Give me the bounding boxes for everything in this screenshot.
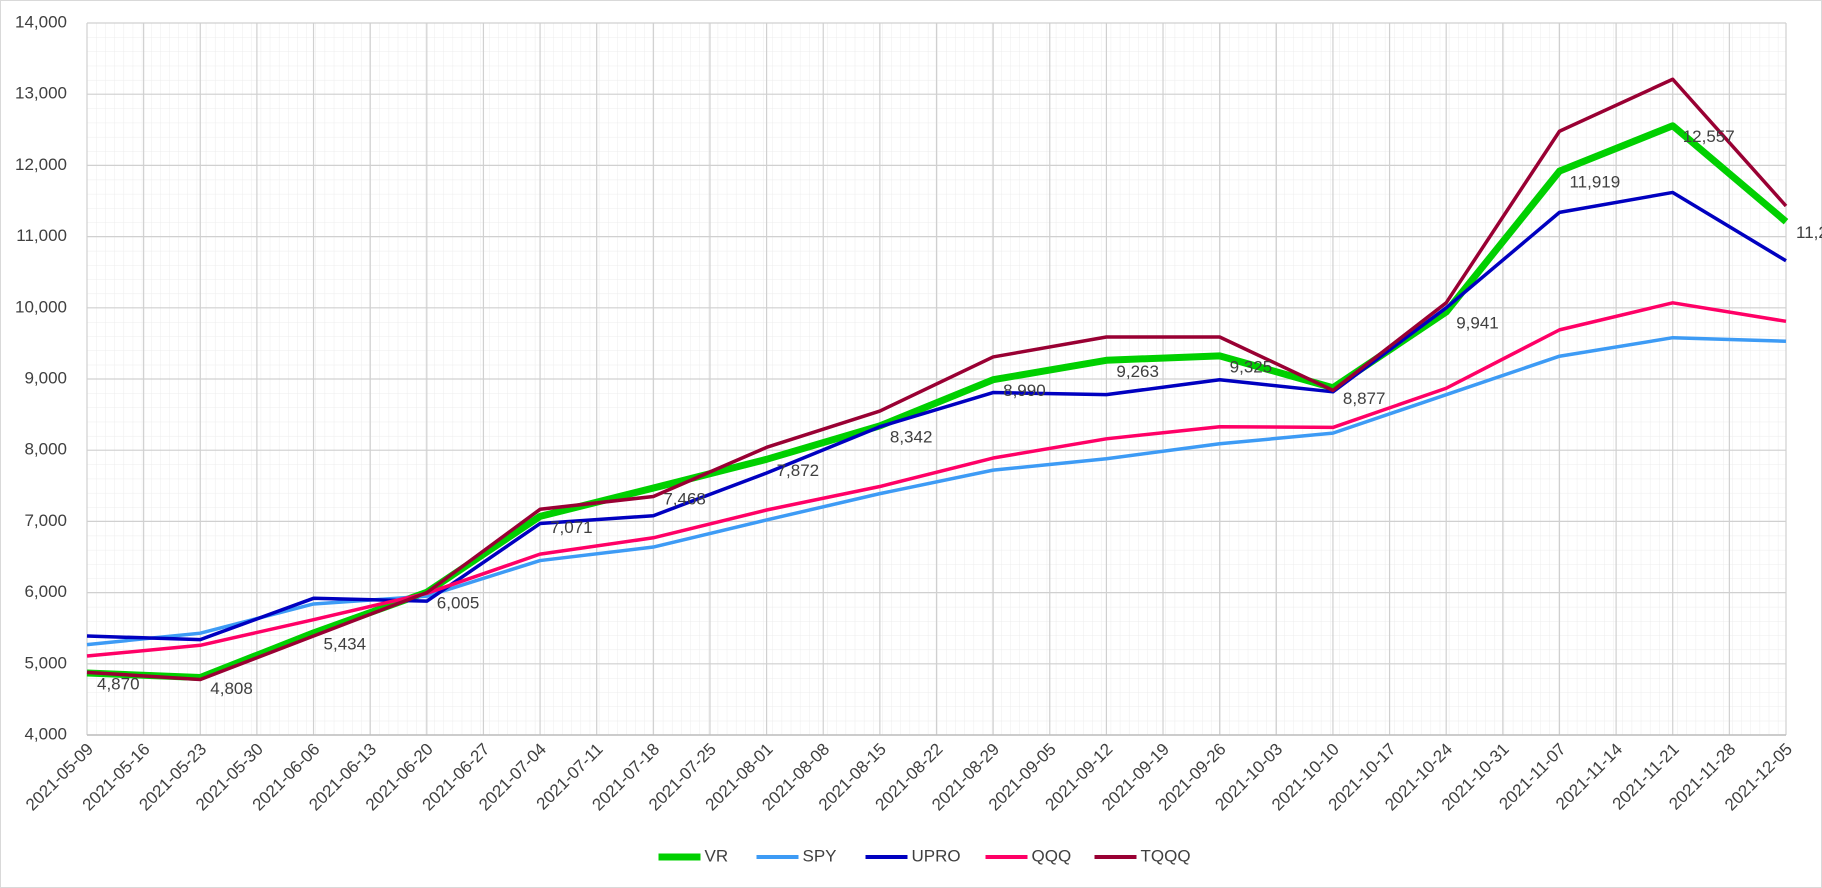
y-tick-label: 12,000	[15, 155, 67, 174]
data-label: 4,808	[210, 679, 253, 698]
legend-label: QQQ	[1032, 846, 1072, 865]
series-line	[86, 190, 1787, 642]
legend-label: UPRO	[912, 846, 961, 865]
y-tick-label: 8,000	[24, 440, 67, 459]
legend-label: VR	[705, 846, 729, 865]
y-tick-label: 10,000	[15, 297, 67, 316]
series-line	[86, 77, 1788, 682]
data-label: 11,210	[1796, 223, 1822, 242]
y-tick-label: 13,000	[15, 84, 67, 103]
y-tick-label: 7,000	[24, 511, 67, 530]
data-label: 4,870	[97, 675, 140, 694]
y-tick-label: 9,000	[24, 368, 67, 387]
data-label: 9,325	[1230, 357, 1273, 376]
legend-label: SPY	[803, 846, 837, 865]
y-tick-label: 5,000	[24, 653, 67, 672]
data-label: 6,005	[437, 594, 480, 613]
y-tick-label: 11,000	[16, 226, 67, 245]
data-label: 5,434	[324, 634, 367, 653]
y-tick-label: 6,000	[24, 582, 67, 601]
series-line	[86, 301, 1787, 658]
data-label: 9,941	[1456, 313, 1499, 332]
y-tick-label: 4,000	[24, 724, 67, 743]
data-label: 7,468	[663, 490, 706, 509]
data-label: 8,877	[1343, 389, 1386, 408]
y-tick-label: 14,000	[15, 12, 67, 31]
data-label: 7,872	[777, 461, 820, 480]
data-label: 11,919	[1569, 173, 1620, 192]
data-label: 12,557	[1683, 127, 1735, 146]
data-label: 9,263	[1116, 362, 1159, 381]
legend-label: TQQQ	[1141, 846, 1191, 865]
legend: VR SPY UPRO QQQ TQQQ	[658, 846, 1191, 865]
data-label: 8,342	[890, 427, 933, 446]
data-label: 7,071	[550, 518, 593, 537]
data-label: 8,990	[1003, 381, 1046, 400]
